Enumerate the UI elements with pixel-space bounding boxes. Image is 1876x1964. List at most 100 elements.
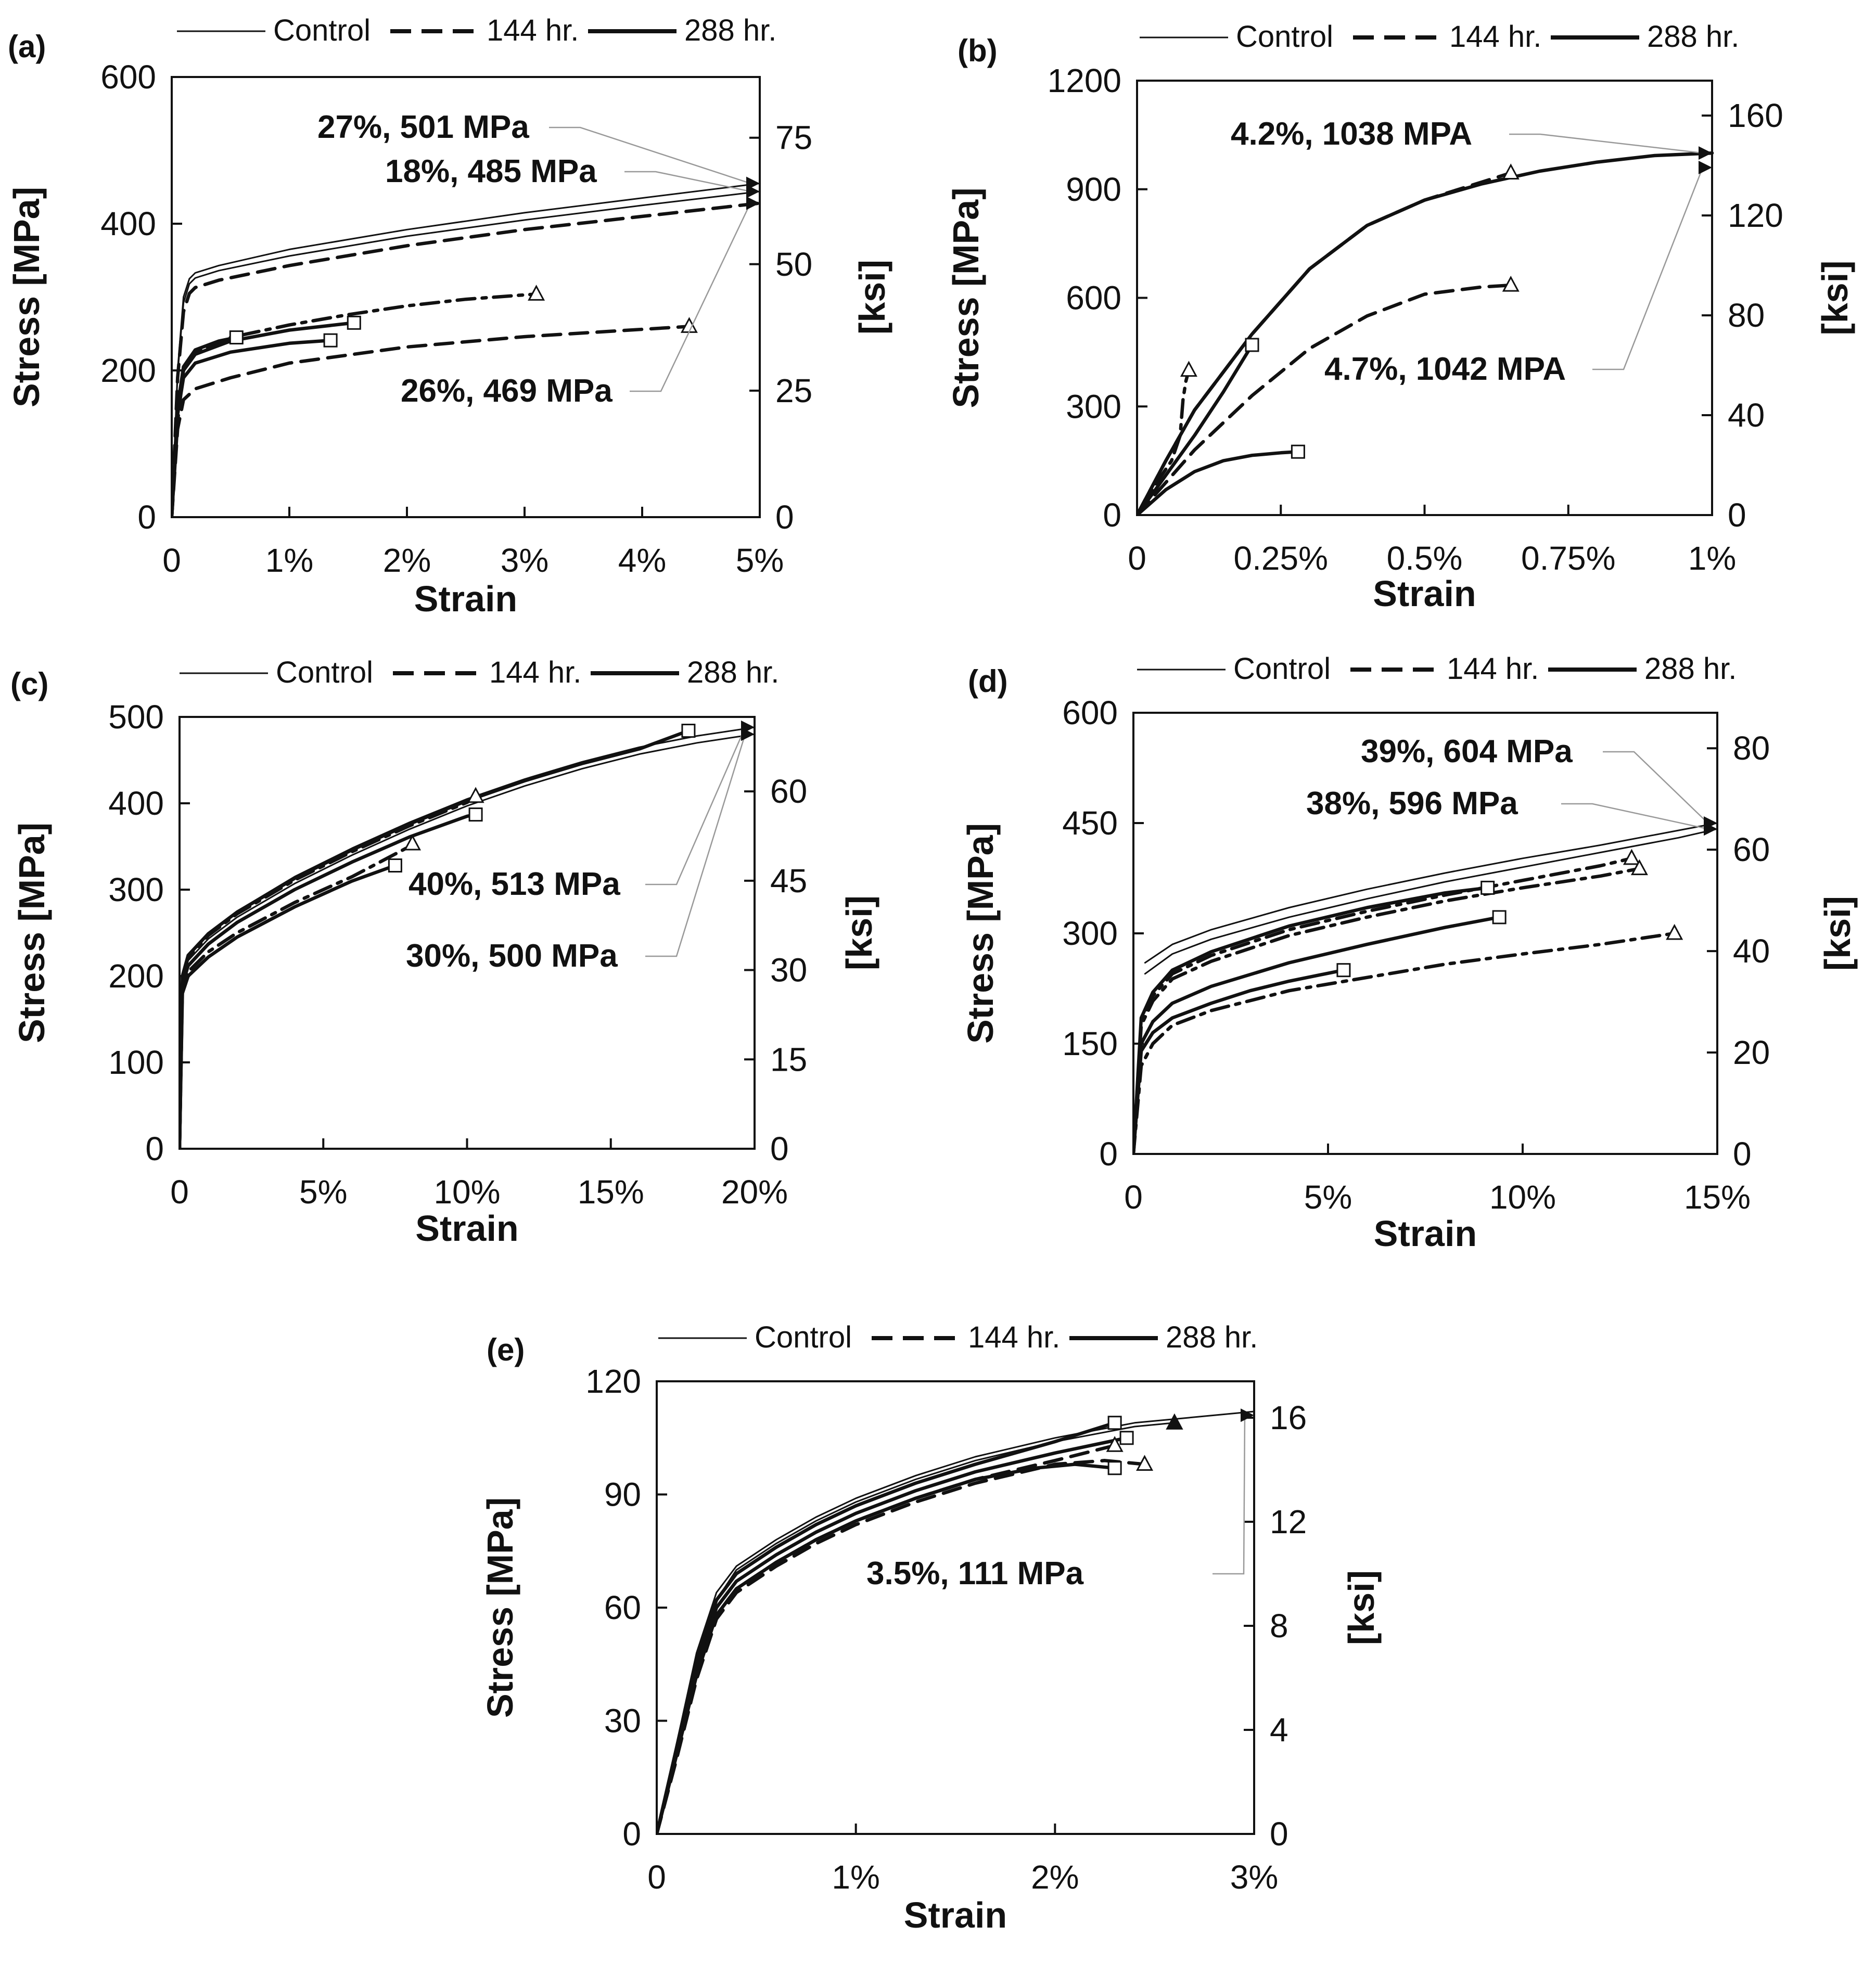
x-tick-label-c-3: 15%: [578, 1173, 644, 1211]
y-tick-label-d-3: 450: [1062, 804, 1118, 842]
y2-tick-label-b-2: 80: [1728, 297, 1765, 334]
x-tick-label-d-1: 5%: [1304, 1178, 1352, 1216]
y-tick-label-e-2: 60: [604, 1589, 641, 1626]
panel-label-a: (a): [8, 29, 46, 64]
legend-label-e-0: Control: [755, 1320, 852, 1354]
series-end-marker-d-3: [1630, 859, 1648, 876]
y2-tick-label-a-1: 25: [775, 372, 812, 409]
x-tick-label-b-1: 0.25%: [1234, 540, 1328, 577]
y-tick-label-b-2: 600: [1066, 279, 1121, 317]
y-tick-label-a-1: 200: [100, 352, 156, 389]
annotation-arrowhead-a-1: [746, 184, 760, 198]
y2-tick-label-a-2: 50: [775, 246, 812, 283]
series-line-d-3: [1133, 867, 1641, 1154]
legend-label-d-2: 288 hr.: [1644, 652, 1737, 686]
y-tick-label-a-3: 600: [100, 58, 156, 96]
series-line-d-1: [1144, 828, 1718, 975]
y2-tick-label-e-0: 0: [1270, 1815, 1288, 1853]
series-end-marker-d-6: [1492, 910, 1507, 925]
y2-tick-label-b-3: 120: [1728, 197, 1783, 234]
y2-tick-label-b-0: 0: [1728, 496, 1746, 534]
series-end-marker-d-2: [1623, 849, 1640, 865]
y-tick-label-e-4: 120: [585, 1363, 641, 1400]
series-end-marker-b-3: [1502, 275, 1520, 292]
series-line-d-0: [1144, 822, 1718, 964]
annotation-leader-c-0: [645, 727, 746, 885]
series-line-c-6: [180, 864, 397, 1149]
y2-tick-label-b-4: 160: [1728, 97, 1783, 134]
legend-label-b-2: 288 hr.: [1647, 20, 1739, 54]
annotation-arrowhead-e-0: [1241, 1408, 1254, 1422]
series-line-a-3: [172, 292, 538, 517]
series-line-e-6: [657, 1462, 1117, 1834]
legend-label-c-0: Control: [276, 656, 373, 689]
series-line-d-6: [1133, 915, 1501, 1154]
y2-tick-label-d-2: 40: [1733, 932, 1770, 970]
y-axis-title-d: Stress [MPa]: [960, 823, 1001, 1044]
annotation-leader-b-0: [1509, 133, 1703, 154]
series-end-marker-c-6: [388, 858, 402, 873]
annotation-d-1: 38%, 596 MPa: [1306, 786, 1518, 821]
series-end-marker-c-3: [404, 834, 422, 851]
x-tick-label-a-5: 5%: [736, 542, 784, 579]
x-tick-label-c-4: 20%: [721, 1173, 788, 1211]
y2-tick-label-e-2: 8: [1270, 1607, 1288, 1645]
series-line-d-7: [1133, 968, 1346, 1154]
x-tick-label-e-2: 2%: [1031, 1858, 1079, 1896]
series-line-b-4: [1137, 450, 1300, 515]
y-tick-label-c-1: 100: [108, 1044, 164, 1081]
y2-tick-label-c-1: 15: [770, 1041, 807, 1078]
series-end-marker-b-1: [1502, 163, 1520, 179]
y2-tick-label-e-4: 16: [1270, 1399, 1307, 1436]
series-end-marker-e-3: [1136, 1455, 1154, 1471]
y2-tick-label-e-3: 12: [1270, 1503, 1307, 1541]
annotation-a-1: 18%, 485 MPa: [385, 153, 597, 189]
panel-label-c: (c): [10, 666, 48, 701]
y-tick-label-c-2: 200: [108, 957, 164, 995]
x-tick-label-e-1: 1%: [832, 1858, 880, 1896]
y2-axis-title-c: [ksi]: [839, 895, 879, 970]
y-tick-label-e-1: 30: [604, 1702, 641, 1740]
y2-tick-label-d-0: 0: [1733, 1135, 1752, 1173]
series-end-marker-a-6: [347, 315, 361, 330]
x-tick-label-c-2: 10%: [433, 1173, 500, 1211]
y2-tick-label-d-3: 60: [1733, 831, 1770, 868]
annotation-arrowhead-a-2: [746, 196, 760, 210]
annotation-leader-e-0: [1213, 1415, 1246, 1575]
series-end-marker-d-5: [1481, 880, 1495, 895]
x-axis-title-d: Strain: [1374, 1213, 1477, 1254]
annotation-b-1: 4.7%, 1042 MPA: [1324, 351, 1566, 387]
panel-b: (b) 0 0.25% 0.5% 0.75% 1% 0 300 600 900 1200 0 40 80 1…: [946, 20, 1855, 614]
panel-d: (d) 0 5% 10% 15% 0 150 300 450 600 0 20 40 60 80 Strain…: [960, 652, 1858, 1254]
series-end-marker-a-7: [323, 333, 338, 348]
series-end-marker-e-2: [1106, 1436, 1124, 1452]
series-line-d-5: [1133, 886, 1489, 1154]
y-tick-label-a-0: 0: [137, 498, 156, 536]
series-end-marker-b-4: [1291, 444, 1305, 459]
x-tick-label-c-1: 5%: [299, 1173, 348, 1211]
x-tick-label-a-1: 1%: [265, 542, 314, 579]
series-end-marker-e-4: [1107, 1416, 1122, 1430]
series-end-marker-e-1: [1166, 1413, 1183, 1430]
y2-axis-title-a: [ksi]: [852, 260, 892, 335]
annotation-leader-a-2: [630, 202, 751, 392]
y-axis-title-e: Stress [MPa]: [480, 1497, 520, 1718]
panel-a: (a) 0 1% 2% 3% 4% 5% 0 200 400 600 0 25 50 75 Strain Str…: [6, 14, 892, 619]
legend-label-d-1: 144 hr.: [1447, 652, 1539, 686]
y2-tick-label-a-3: 75: [775, 119, 812, 157]
series-end-marker-c-2: [467, 787, 484, 803]
legend-label-e-2: 288 hr.: [1166, 1320, 1258, 1354]
series-line-b-3: [1137, 283, 1513, 515]
y-axis-title-c: Stress [MPa]: [11, 823, 52, 1043]
panel-e: (e) 0 1% 2% 3% 0 30 60 90 120 0 4 8 12 16 Strain Stress …: [480, 1320, 1382, 1935]
x-tick-label-b-0: 0: [1128, 540, 1146, 577]
legend-label-c-1: 144 hr.: [489, 656, 581, 689]
y-tick-label-b-0: 0: [1103, 496, 1121, 534]
series-line-a-4: [172, 325, 691, 517]
annotation-a-0: 27%, 501 MPa: [317, 109, 529, 145]
y2-tick-label-c-0: 0: [770, 1130, 789, 1167]
series-line-c-5: [180, 813, 478, 1149]
series-line-b-1: [1137, 171, 1513, 515]
annotation-arrowhead-c-1: [741, 727, 755, 741]
y2-tick-label-e-1: 4: [1270, 1711, 1288, 1749]
